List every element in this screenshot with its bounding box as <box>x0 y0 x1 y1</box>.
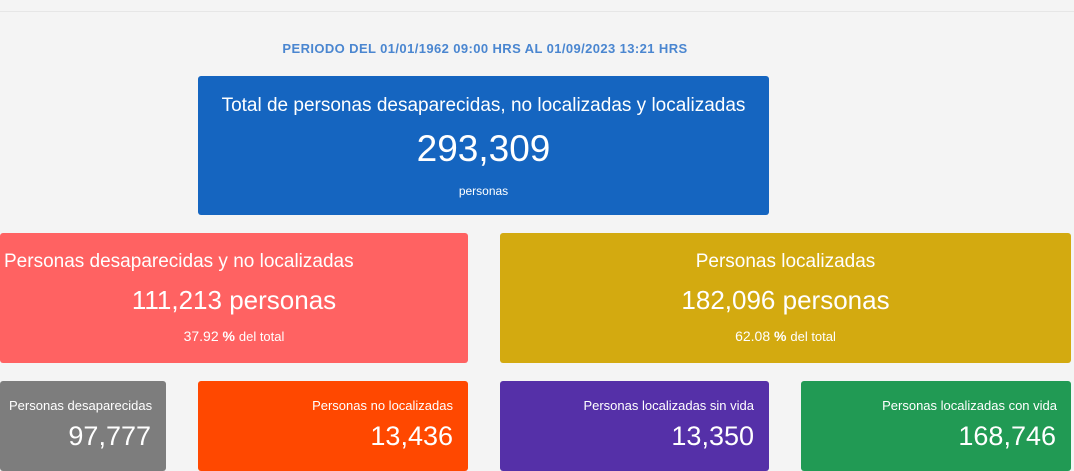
located-card: Personas localizadas 182,096 personas 62… <box>500 233 1071 363</box>
missing-percent-symbol: % <box>222 328 235 344</box>
located-card-percent: 62.08 % del total <box>500 328 1071 344</box>
total-card-title: Total de personas desaparecidas, no loca… <box>221 95 746 116</box>
located-card-title: Personas localizadas <box>695 251 876 272</box>
total-card-value: 293,309 <box>416 128 551 169</box>
missing-percent-value: 37.92 <box>183 328 219 344</box>
missing-not-located-card: Personas desaparecidas y no localizadas … <box>0 233 468 363</box>
sin-vida-card-value: 13,350 <box>671 421 754 451</box>
no-localizadas-card-title: Personas no localizadas <box>312 398 453 413</box>
con-vida-card-title: Personas localizadas con vida <box>882 398 1057 413</box>
missing-percent-suffix: del total <box>238 329 285 344</box>
missing-card-percent: 37.92 % del total <box>0 328 468 344</box>
located-card-value: 182,096 personas <box>681 285 890 315</box>
located-percent-symbol: % <box>774 328 787 344</box>
located-percent-suffix: del total <box>790 329 836 344</box>
total-card: Total de personas desaparecidas, no loca… <box>198 76 769 215</box>
localizadas-sin-vida-card: Personas localizadas sin vida 13,350 <box>500 381 769 471</box>
con-vida-card-value: 168,746 <box>958 421 1056 451</box>
desaparecidas-card: Personas desaparecidas 97,777 <box>0 381 166 471</box>
top-divider <box>0 11 1074 12</box>
no-localizadas-card-value: 13,436 <box>370 421 453 451</box>
period-label: PERIODO DEL 01/01/1962 09:00 HRS AL 01/0… <box>282 41 688 56</box>
desaparecidas-card-title: Personas desaparecidas <box>9 398 153 413</box>
missing-card-value: 111,213 personas <box>131 285 337 315</box>
located-percent-value: 62.08 <box>735 328 771 344</box>
missing-card-title: Personas desaparecidas y no localizadas <box>4 251 354 272</box>
desaparecidas-card-value: 97,777 <box>68 421 151 451</box>
no-localizadas-card: Personas no localizadas 13,436 <box>198 381 468 471</box>
sin-vida-card-title: Personas localizadas sin vida <box>583 398 754 413</box>
localizadas-con-vida-card: Personas localizadas con vida 168,746 <box>801 381 1071 471</box>
total-card-unit: personas <box>458 184 509 198</box>
